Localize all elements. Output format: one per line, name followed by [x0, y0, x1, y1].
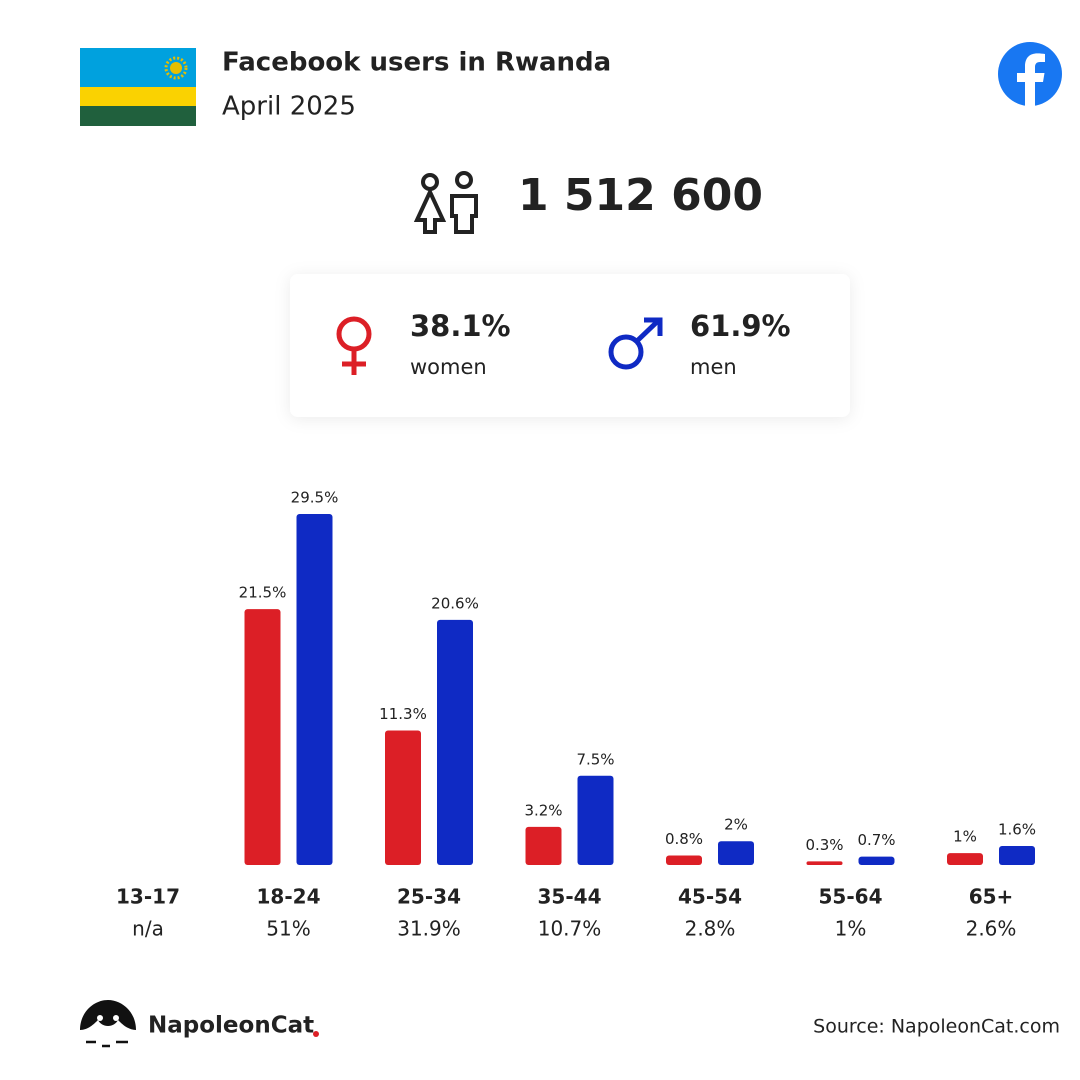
bar [947, 853, 983, 865]
male-symbol [608, 317, 663, 370]
category-label: 35-44 [538, 885, 602, 909]
subtitle: April 2025 [222, 92, 356, 122]
users-icon [413, 171, 478, 234]
facebook-logo [998, 42, 1062, 106]
bar [437, 619, 473, 865]
value-label: 21.5% [239, 584, 287, 602]
bar [525, 826, 562, 865]
total-users: 1 512 600 [518, 170, 763, 221]
category-label: 45-54 [678, 885, 742, 909]
value-label: 1% [953, 828, 977, 846]
age-chart: 13-17 n/a 18-24 51% 21.5% 29.5% 25-34 31.9% 11.3… [116, 488, 1036, 940]
category-total: n/a [132, 917, 164, 941]
value-label: 3.2% [524, 801, 562, 819]
men-share: 61.9% [690, 309, 791, 343]
value-label: 11.3% [379, 705, 427, 723]
category-total: 1% [835, 917, 867, 941]
category-label: 18-24 [257, 885, 321, 909]
category-label: 25-34 [397, 885, 461, 909]
category-total: 2.6% [966, 917, 1017, 941]
value-label: 29.5% [291, 488, 339, 506]
bar [718, 841, 754, 865]
gender-card [290, 274, 850, 417]
value-label: 7.5% [576, 750, 614, 768]
title: Facebook users in Rwanda [222, 48, 611, 78]
category-label: 65+ [969, 885, 1014, 909]
women-label: women [410, 355, 487, 379]
flag [80, 48, 196, 126]
bar [577, 775, 614, 865]
brand: NapoleonCat [148, 1013, 314, 1039]
value-label: 0.8% [665, 830, 703, 848]
category-total: 2.8% [685, 917, 736, 941]
bar [999, 845, 1035, 865]
value-label: 20.6% [431, 594, 479, 612]
bar [385, 730, 421, 865]
category-total: 51% [266, 917, 310, 941]
men-label: men [690, 355, 737, 379]
female-symbol [336, 316, 372, 375]
bar [666, 855, 702, 865]
value-label: 0.7% [857, 831, 895, 849]
bar [806, 861, 843, 865]
source: Source: NapoleonCat.com [813, 1016, 1060, 1038]
bar [296, 513, 333, 865]
value-label: 1.6% [998, 820, 1036, 838]
bar [244, 609, 281, 865]
category-label: 55-64 [819, 885, 883, 909]
women-share: 38.1% [410, 309, 511, 343]
value-label: 0.3% [805, 836, 843, 854]
brand-dot [313, 1031, 319, 1037]
category-total: 31.9% [397, 917, 461, 941]
category-total: 10.7% [538, 917, 602, 941]
bar [858, 856, 895, 865]
category-label: 13-17 [116, 885, 180, 909]
napoleoncat-logo [80, 1000, 136, 1048]
value-label: 2% [724, 816, 748, 834]
